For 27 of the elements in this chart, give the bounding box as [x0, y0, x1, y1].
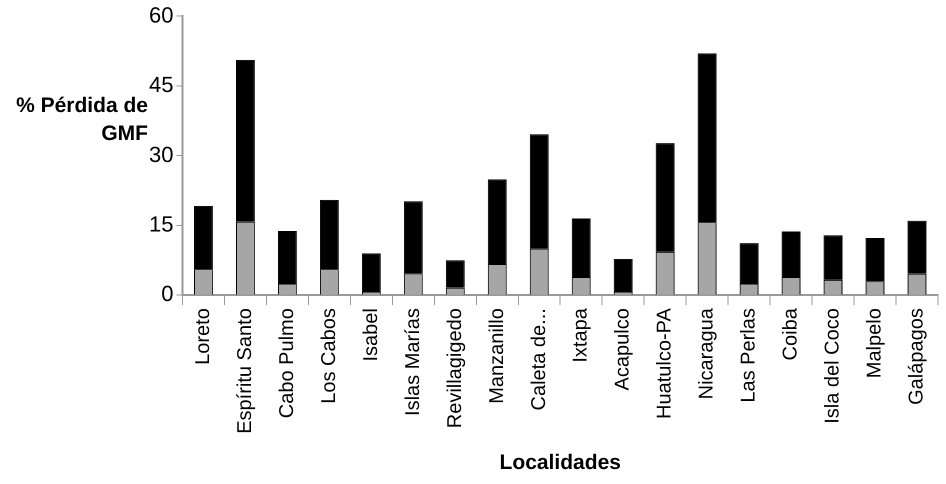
x-axis-title: Localidades — [500, 451, 621, 474]
x-tick-label: Galápagos — [906, 308, 928, 405]
y-tick-label: 45 — [148, 72, 174, 98]
bar — [614, 258, 633, 292]
x-tick-label: Caleta de... — [528, 308, 550, 410]
y-axis-title: % Pérdida de GMF — [15, 93, 148, 147]
y-tick-label: 15 — [148, 211, 174, 236]
x-tick-label: Acapulco — [612, 308, 634, 390]
x-tick-label: Cabo Pulmo — [276, 308, 298, 418]
x-tick-label: Malpelo — [864, 308, 886, 378]
x-tick-label: Revillagigedo — [444, 308, 466, 428]
y-tick-label: 30 — [148, 142, 174, 167]
x-tick-label: Loreto — [192, 308, 214, 365]
x-tick-label: Islas Marías — [402, 308, 424, 416]
x-tick-label: Las Perlas — [738, 308, 760, 403]
y-tick-label: 0 — [161, 281, 174, 306]
x-tick-label: Ixtapa — [570, 307, 592, 363]
x-tick-label: Espíritu Santo — [234, 308, 256, 434]
bar — [362, 253, 381, 292]
x-tick-label: Coiba — [780, 307, 802, 360]
x-tick-label: Huatulco-PA — [654, 308, 676, 419]
x-tick-label: Los Cabos — [318, 308, 340, 404]
x-tick-label: Isabel — [360, 308, 382, 362]
x-tick-label: Nicaragua — [696, 307, 718, 400]
x-tick-label: Manzanillo — [486, 308, 508, 404]
x-tick-label: Isla del Coco — [822, 308, 844, 424]
y-tick-label: 60 — [148, 2, 174, 28]
